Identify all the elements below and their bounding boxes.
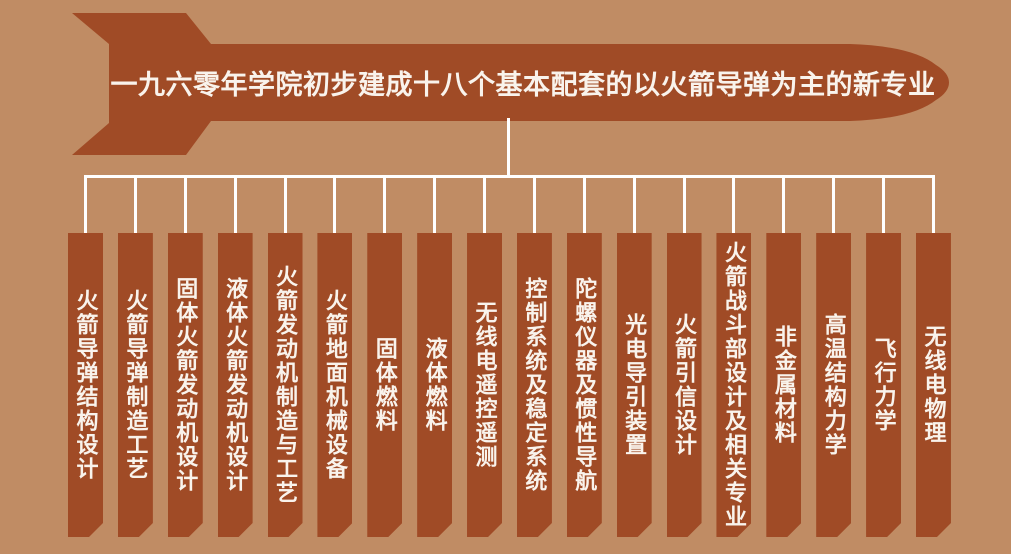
major-bar: 固体燃料	[367, 233, 402, 537]
connector-drop-line	[632, 175, 636, 234]
major-bar: 控制系统及稳定系统	[517, 233, 552, 537]
major-bar-label: 控制系统及稳定系统	[522, 277, 548, 493]
banner-title: 一九六零年学院初步建成十八个基本配套的以火箭导弹为主的新专业	[110, 70, 936, 100]
connector-drop-line	[832, 175, 836, 234]
major-bar: 高温结构力学	[816, 233, 851, 537]
major-bar: 无线电物理	[916, 233, 951, 537]
major-bar-label: 火箭引信设计	[672, 313, 698, 457]
connector-drop-line	[532, 175, 536, 234]
major-bar-label: 火箭地面机械设备	[322, 289, 348, 481]
connector-horizontal-line	[84, 175, 935, 178]
major-bar-label: 无线电遥控遥测	[472, 301, 498, 469]
connector-drop-line	[433, 175, 437, 234]
major-bar: 光电导引装置	[617, 233, 652, 537]
major-bar: 液体燃料	[417, 233, 452, 537]
major-bar: 固体火箭发动机设计	[168, 233, 203, 537]
major-bar-label: 火箭战斗部设计及相关专业	[721, 241, 747, 529]
major-bar-label: 无线电物理	[921, 325, 947, 445]
connector-drop-line	[483, 175, 487, 234]
connector-drop-line	[383, 175, 387, 234]
connector-drop-line	[582, 175, 586, 234]
major-bar: 火箭发动机制造与工艺	[268, 233, 303, 537]
connector-drop-line	[84, 175, 87, 234]
major-bar-label: 非金属材料	[771, 325, 797, 445]
connector-drop-line	[183, 175, 187, 234]
major-bar-label: 火箭导弹制造工艺	[123, 289, 149, 481]
major-bar: 火箭导弹结构设计	[68, 233, 103, 537]
major-bar-label: 陀螺仪器及惯性导航	[572, 277, 598, 493]
major-bar: 非金属材料	[766, 233, 801, 537]
connector-drop-line	[133, 175, 137, 234]
major-bar-label: 液体火箭发动机设计	[223, 277, 249, 493]
connector-drop-line	[283, 175, 287, 234]
major-bar: 火箭战斗部设计及相关专业	[716, 233, 751, 537]
major-bar-label: 火箭导弹结构设计	[73, 289, 99, 481]
major-bar-label: 飞行力学	[871, 337, 897, 433]
connector-drop-line	[882, 175, 886, 234]
major-bar: 液体火箭发动机设计	[218, 233, 253, 537]
major-bar-label: 光电导引装置	[622, 313, 648, 457]
major-bar: 无线电遥控遥测	[467, 233, 502, 537]
major-bar-label: 火箭发动机制造与工艺	[273, 265, 299, 505]
major-bar-label: 固体燃料	[372, 337, 398, 433]
connector-stem	[507, 118, 510, 178]
major-bar-label: 固体火箭发动机设计	[173, 277, 199, 493]
connector-drop-line	[233, 175, 237, 234]
major-bar: 陀螺仪器及惯性导航	[567, 233, 602, 537]
banner-arrow	[72, 13, 949, 155]
major-bar: 飞行力学	[866, 233, 901, 537]
connector-drop-line	[782, 175, 786, 234]
connector-drop-line	[732, 175, 736, 234]
connector-drop-line	[931, 175, 935, 234]
major-bar-label: 高温结构力学	[821, 313, 847, 457]
connector-drop-line	[682, 175, 686, 234]
connector-drop-line	[333, 175, 337, 234]
major-bar-label: 液体燃料	[422, 337, 448, 433]
major-bar: 火箭引信设计	[667, 233, 702, 537]
banner-arrow-shape	[72, 13, 949, 155]
major-bar: 火箭地面机械设备	[317, 233, 352, 537]
major-bar: 火箭导弹制造工艺	[118, 233, 153, 537]
